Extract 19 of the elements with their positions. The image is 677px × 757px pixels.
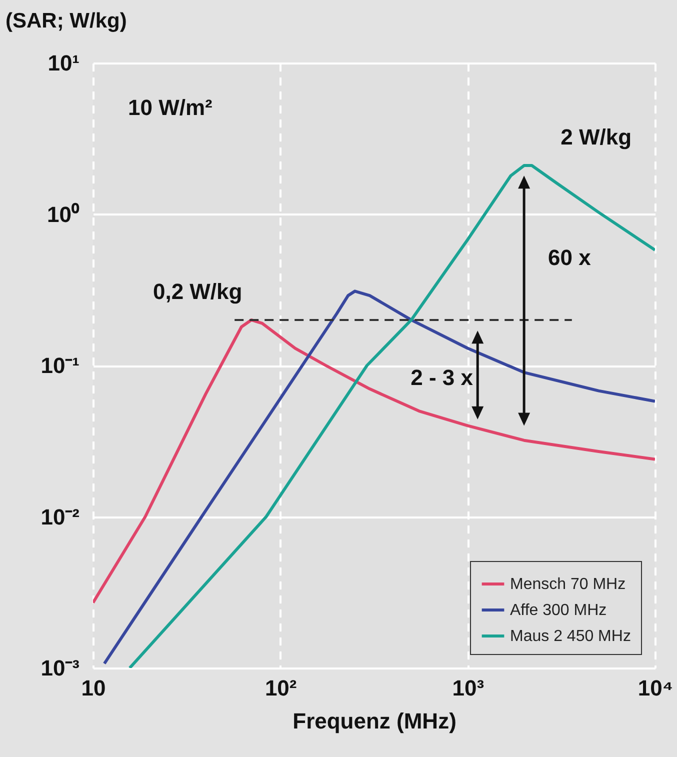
y-axis-title: (SAR; W/kg) [6, 10, 127, 32]
y-tick-label: 10⁻³ [40, 656, 80, 680]
annotation: 2 - 3 x [410, 365, 474, 390]
legend-label: Affe 300 MHz [510, 602, 607, 619]
annotation: 60 x [548, 245, 592, 270]
y-tick-label: 10⁻² [40, 504, 80, 530]
x-tick-label: 10² [264, 676, 297, 700]
y-tick-label: 10⁰ [47, 202, 80, 227]
y-tick-label: 10⁻¹ [40, 353, 80, 378]
x-tick-label: 10⁴ [638, 676, 674, 700]
x-tick-label: 10³ [452, 676, 484, 700]
x-tick-label: 10 [81, 676, 106, 700]
annotation: 2 W/kg [560, 124, 632, 150]
y-tick-label: 10¹ [48, 50, 80, 76]
x-axis-title: Frequenz (MHz) [292, 708, 456, 734]
annotation: 10 W/m² [128, 95, 212, 120]
legend-label: Maus 2 450 MHz [510, 628, 631, 645]
annotation: 0,2 W/kg [152, 278, 242, 304]
legend-label: Mensch 70 MHz [510, 576, 626, 593]
